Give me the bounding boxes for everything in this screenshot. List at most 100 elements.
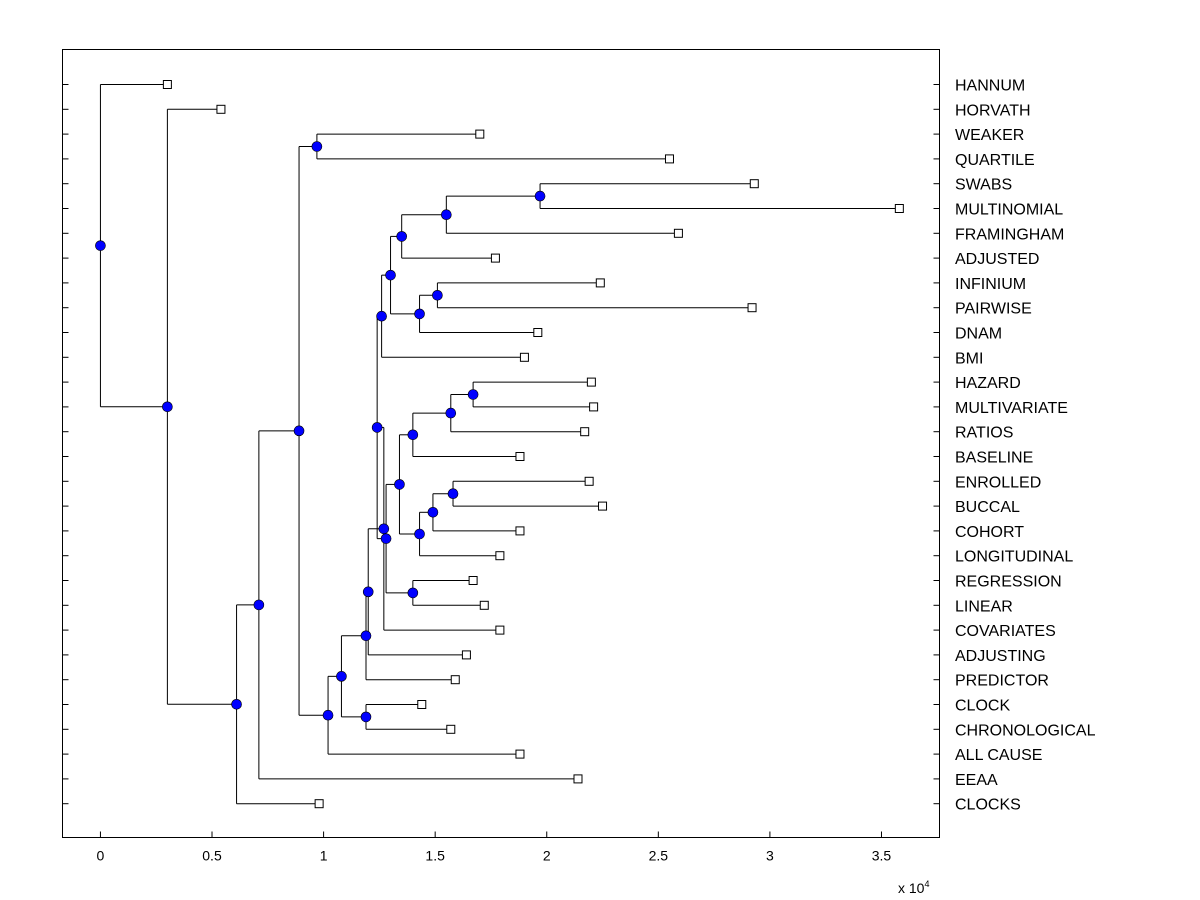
merge-node-marker [380,533,392,544]
merge-node-marker [371,422,383,433]
merge-node-marker [360,711,372,723]
x-tick-label: 3.5 [872,848,892,864]
x-tick-label: 1.5 [425,848,445,864]
leaf-marker [495,551,505,561]
merge-node-marker [311,141,323,152]
leaf-label: BMI [955,350,983,367]
leaf-label: CLOCKS [955,797,1021,814]
merge-node-marker [394,479,405,490]
leaf-label: PAIRWISE [955,301,1032,318]
leaf-labels: HANNUM HORVATH WEAKER QUARTILE SWABS MULTINOM… [955,78,1096,814]
leaf-marker [586,377,596,387]
leaf-marker [417,700,427,709]
leaf-marker [479,600,489,610]
x-axis: 0 0.5 1 1.5 2 2.5 3 3.5 [97,831,892,864]
merge-node-marker [362,586,374,598]
leaf-marker [446,724,456,734]
x-scale-label: x 104 [898,879,929,896]
merge-node-marker [534,190,546,202]
leaf-marker [490,253,500,263]
merge-node-markers [95,141,546,723]
x-tick-label: 3 [766,848,774,864]
leaf-label: SWABS [955,177,1012,194]
merge-node-marker [396,231,407,242]
merge-node-marker [231,698,242,710]
plot-frame [62,49,940,838]
leaf-marker [589,402,599,412]
leaf-label: REGRESSION [955,574,1062,591]
leaf-markers [162,80,904,809]
y-ticks [62,84,940,805]
leaf-label: ADJUSTING [955,648,1046,665]
leaf-marker [673,228,683,238]
leaf-marker [162,80,172,89]
leaf-marker [216,104,226,114]
merge-node-marker [162,401,173,413]
leaf-label: QUARTILE [955,152,1035,169]
leaf-label: COVARIATES [955,623,1056,640]
leaf-label: ALL CAUSE [955,747,1042,764]
leaf-label: INFINIUM [955,276,1026,293]
leaf-label: HAZARD [955,375,1021,392]
leaf-marker [519,352,529,362]
leaf-marker [515,452,525,461]
leaf-marker [598,501,608,511]
leaf-label: BUCCAL [955,499,1020,516]
leaf-marker [533,328,543,337]
leaf-marker [475,129,485,139]
leaf-marker [515,526,525,536]
merge-node-marker [414,528,425,540]
leaf-label: COHORT [955,524,1024,541]
merge-node-marker [376,310,387,322]
merge-node-marker [293,425,305,437]
leaf-label: RATIOS [955,425,1013,442]
x-scale-exponent: 4 [924,879,929,889]
x-tick-label: 2.5 [649,848,669,864]
dendrogram-links [99,84,900,805]
leaf-marker [584,476,594,486]
merge-node-marker [445,407,457,419]
merge-node-marker [360,630,372,642]
x-tick-label: 0 [97,848,105,864]
leaf-marker [749,179,759,189]
merge-node-marker [336,671,347,682]
leaf-marker [664,154,674,164]
merge-node-marker [407,587,419,599]
x-tick-label: 1 [320,848,328,864]
leaf-marker [595,278,605,288]
merge-node-marker [378,523,390,535]
merge-node-marker [441,209,452,220]
leaf-label: EEAA [955,772,998,789]
leaf-label: BASELINE [955,450,1033,467]
merge-node-marker [253,599,265,611]
leaf-marker [468,576,478,585]
x-tick-label: 2 [543,848,551,864]
leaf-marker [495,625,505,635]
merge-node-marker [322,709,334,721]
x-tick-label: 0.5 [202,848,222,864]
leaf-marker [894,204,904,213]
leaf-label: PREDICTOR [955,673,1049,690]
leaf-marker [747,303,757,313]
leaf-label: LONGITUDINAL [955,549,1073,566]
leaf-marker [314,799,324,809]
leaf-label: HANNUM [955,78,1025,95]
merge-node-marker [95,240,106,251]
leaf-label: CLOCK [955,698,1010,715]
leaf-label: WEAKER [955,127,1024,144]
leaf-marker [573,774,583,784]
merge-node-marker [427,506,439,518]
leaf-label: LINEAR [955,598,1013,615]
leaf-label: ENROLLED [955,474,1041,491]
merge-node-marker [414,308,425,320]
leaf-label: FRAMINGHAM [955,226,1064,243]
leaf-marker [515,749,525,759]
leaf-label: HORVATH [955,102,1031,119]
leaf-label: MULTIVARIATE [955,400,1068,417]
merge-node-marker [467,389,479,400]
leaf-label: ADJUSTED [955,251,1039,268]
merge-node-marker [385,269,396,281]
leaf-label: MULTINOMIAL [955,202,1063,219]
merge-node-marker [432,289,443,301]
